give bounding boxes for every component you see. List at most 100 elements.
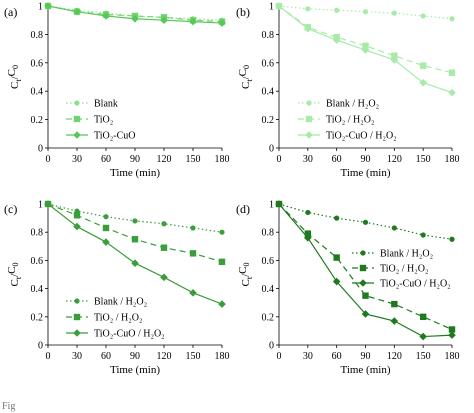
y-tick-label: 0.8	[262, 228, 275, 239]
x-tick-label: 150	[186, 154, 201, 165]
data-point	[73, 7, 81, 16]
data-point	[449, 236, 455, 242]
data-point	[448, 331, 456, 339]
y-tick-label: 0.8	[262, 30, 275, 41]
data-point	[189, 250, 197, 257]
legend-label: TiO₂-CuO / H₂O₂	[94, 329, 165, 340]
data-point	[391, 300, 398, 308]
data-point	[334, 7, 340, 13]
y-tick-label: 0.2	[262, 115, 275, 126]
data-point	[131, 14, 139, 23]
chart-panel-1: (a) 0 0.2 0.4 0.6 0.8 1 0 30 60 90 120 150 180 Time (m…	[4, 2, 230, 180]
data-point	[419, 78, 427, 87]
x-tick-label: 180	[215, 351, 230, 362]
data-point	[361, 310, 370, 318]
series-2	[44, 200, 226, 266]
y-tick-label: 0.2	[262, 312, 275, 323]
x-tick-label: 30	[72, 154, 82, 165]
panel-label: (c)	[4, 202, 17, 216]
legend-marker	[73, 313, 81, 321]
chart-panel-2: (b) 0 0.2 0.4 0.6 0.8 1 0 30 60 90 120 150 180 Time (m…	[236, 2, 460, 180]
data-point	[305, 6, 311, 12]
y-tick-label: 0.4	[31, 87, 44, 98]
data-point	[390, 317, 399, 325]
y-tick-label: 0.4	[262, 87, 275, 98]
legend-label: Blank / H₂O₂	[94, 297, 147, 308]
data-point	[449, 16, 455, 22]
data-point	[362, 9, 369, 15]
data-point	[332, 36, 341, 44]
x-tick-label: 60	[332, 351, 342, 362]
x-tick-label: 60	[101, 154, 111, 165]
y-tick-label: 0.2	[31, 115, 44, 126]
data-point	[333, 254, 340, 261]
data-point	[420, 13, 426, 19]
legend-marker	[73, 131, 81, 139]
x-tick-label: 150	[416, 154, 431, 165]
x-tick-label: 180	[215, 154, 230, 165]
y-tick-label: 0.6	[262, 256, 275, 267]
x-tick-label: 60	[332, 154, 342, 165]
y-tick-label: 0	[38, 144, 43, 155]
y-tick-label: 0.2	[31, 312, 44, 323]
legend-label: TiO₂-CuO	[94, 131, 135, 142]
series-1	[276, 201, 455, 242]
data-point	[102, 12, 110, 20]
legend-marker	[359, 264, 367, 272]
data-point	[304, 230, 312, 237]
series-3	[44, 2, 226, 27]
data-point	[73, 212, 81, 219]
x-tick-label: 90	[130, 154, 140, 165]
data-point	[305, 209, 311, 216]
data-point	[131, 259, 139, 268]
series-1	[276, 3, 455, 22]
data-point	[73, 222, 81, 231]
legend-label: Blank / H₂O₂	[326, 99, 379, 110]
x-tick-label: 90	[361, 154, 371, 165]
x-tick-label: 180	[445, 351, 460, 362]
data-point	[160, 244, 168, 251]
legend: Blank / H₂O₂ TiO₂ / H₂O₂ TiO₂-CuO / H₂O₂	[298, 99, 397, 142]
y-tick-label: 1	[38, 200, 43, 211]
x-tick-label: 0	[46, 351, 51, 362]
x-tick-label: 60	[101, 351, 111, 362]
data-point	[362, 42, 369, 49]
panel-label: (a)	[4, 5, 17, 19]
data-point	[160, 273, 168, 282]
y-tick-label: 0.4	[262, 284, 275, 295]
series-3	[275, 2, 456, 97]
data-point	[390, 56, 399, 64]
data-point	[131, 236, 139, 243]
x-tick-label: 150	[416, 351, 431, 362]
data-point	[190, 225, 196, 231]
data-point	[419, 313, 427, 320]
legend-marker	[73, 115, 81, 123]
y-tick-label: 1	[269, 2, 274, 13]
data-point	[391, 10, 397, 16]
data-point	[103, 214, 109, 220]
data-point	[304, 24, 312, 33]
x-tick-label: 150	[186, 351, 201, 362]
data-point	[419, 62, 427, 69]
y-axis-title: Ct/C0	[237, 263, 254, 287]
y-tick-label: 0.8	[31, 30, 44, 41]
data-point	[332, 277, 341, 286]
legend-label: TiO₂ / H₂O₂	[326, 115, 374, 126]
y-tick-label: 0.6	[31, 256, 44, 267]
legend-label: TiO₂-CuO / H₂O₂	[380, 279, 451, 290]
x-tick-label: 120	[157, 154, 172, 165]
x-axis-title: Time (min)	[340, 167, 390, 179]
legend-marker	[73, 329, 81, 337]
x-tick-label: 90	[130, 351, 140, 362]
data-point	[391, 225, 397, 231]
data-point	[44, 2, 52, 10]
x-tick-label: 30	[303, 154, 313, 165]
figure-caption: Fig	[2, 401, 15, 412]
x-tick-label: 0	[277, 351, 282, 362]
x-tick-label: 0	[277, 154, 282, 165]
y-tick-label: 0.8	[31, 228, 44, 239]
data-point	[219, 229, 225, 235]
data-point	[275, 200, 283, 208]
x-tick-label: 30	[72, 351, 82, 362]
legend-marker	[74, 100, 80, 106]
